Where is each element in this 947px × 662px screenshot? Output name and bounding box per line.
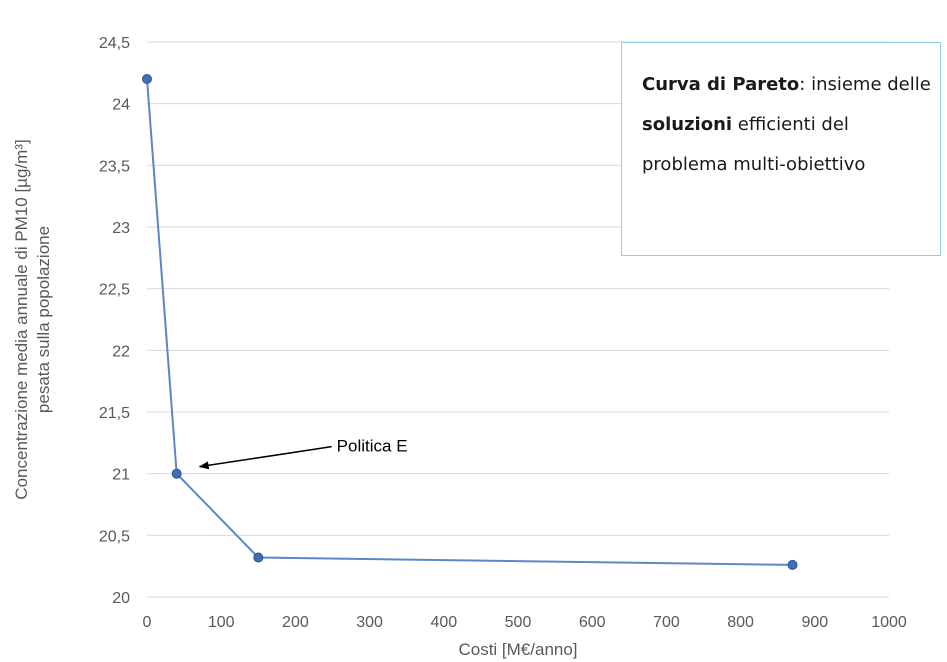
x-axis-ticks: 0 100 200 300 400 500 600 700 800 900 1000 xyxy=(143,614,907,631)
x-tick-label: 400 xyxy=(430,614,457,631)
y-tick-label: 21,5 xyxy=(99,405,130,422)
x-axis-title: Costi [M€/anno] xyxy=(458,640,577,659)
callout-bold-solutions: soluzioni xyxy=(642,114,733,135)
x-tick-label: 600 xyxy=(579,614,606,631)
callout-bold-title: Curva di Pareto xyxy=(642,74,800,95)
y-tick-label: 23,5 xyxy=(99,158,130,175)
y-tick-label: 22,5 xyxy=(99,282,130,299)
callout-text-1: : insieme delle xyxy=(799,74,931,95)
data-point xyxy=(787,559,798,570)
x-tick-label: 700 xyxy=(653,614,680,631)
annotation-arrow xyxy=(198,445,332,470)
annotation-label: Politica E xyxy=(337,437,408,456)
data-point xyxy=(253,552,264,563)
y-axis-title-line-1: Concentrazione media annuale di PM10 [µg… xyxy=(12,139,31,499)
y-axis-title-line-2: pesata sulla popolazione xyxy=(34,226,53,413)
series-layer xyxy=(142,74,798,570)
y-tick-label: 22 xyxy=(112,343,130,360)
data-point xyxy=(142,74,152,84)
y-axis-title: Concentrazione media annuale di PM10 [µg… xyxy=(12,139,53,499)
y-tick-label: 23 xyxy=(112,220,130,237)
callout-text-2: efficienti del problema multi-obiettivo xyxy=(642,114,866,175)
y-tick-label: 21 xyxy=(112,467,130,484)
y-axis-ticks: 20 20,5 21 21,5 22 22,5 23 23,5 24 24,5 xyxy=(99,35,130,607)
x-tick-label: 200 xyxy=(282,614,309,631)
x-tick-label: 900 xyxy=(801,614,828,631)
y-tick-label: 20,5 xyxy=(99,528,130,545)
x-tick-label: 100 xyxy=(208,614,235,631)
data-point xyxy=(171,468,182,479)
x-tick-label: 500 xyxy=(505,614,532,631)
y-tick-label: 24,5 xyxy=(99,35,130,52)
x-tick-label: 300 xyxy=(356,614,383,631)
series-line xyxy=(146,78,793,566)
x-tick-label: 800 xyxy=(727,614,754,631)
pareto-callout-box: Curva di Pareto: insieme delle soluzioni… xyxy=(621,42,941,256)
y-tick-label: 24 xyxy=(112,97,130,114)
annotation-layer: Politica E xyxy=(198,437,408,470)
x-tick-label: 0 xyxy=(143,614,152,631)
x-tick-label: 1000 xyxy=(871,614,907,631)
y-tick-label: 20 xyxy=(112,590,130,607)
